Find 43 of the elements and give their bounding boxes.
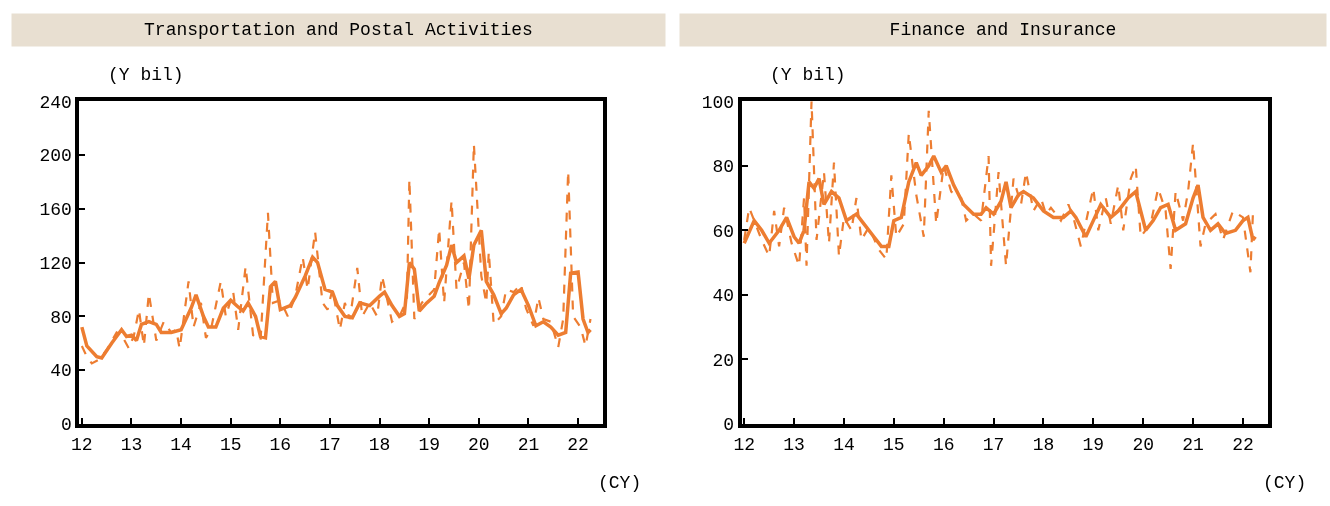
x-tick-label: 19 [1082, 434, 1105, 455]
y-axis-title: (Y bil) [108, 65, 184, 85]
x-tick-label: 22 [1232, 434, 1254, 455]
chart-title: Finance and Insurance [889, 20, 1117, 40]
y-axis-title: (Y bil) [770, 65, 846, 85]
y-tick-label: 20 [712, 350, 735, 371]
x-tick-label: 15 [219, 434, 242, 455]
x-tick-label: 20 [468, 434, 490, 455]
y-tick-label: 80 [712, 157, 735, 178]
x-tick-label: 22 [567, 434, 589, 455]
y-tick-label: 60 [712, 221, 735, 242]
x-tick-label: 20 [1132, 434, 1154, 455]
chart-title: Transportation and Postal Activities [144, 20, 533, 40]
x-tick-label: 14 [170, 434, 192, 455]
x-tick-label: 18 [368, 434, 391, 455]
y-tick-label: 120 [39, 253, 72, 274]
y-tick-label: 100 [701, 92, 735, 113]
x-tick-label: 12 [71, 434, 93, 455]
y-tick-label: 0 [60, 415, 72, 436]
x-tick-label: 21 [517, 434, 540, 455]
x-tick-label: 18 [1032, 434, 1055, 455]
y-tick-label: 0 [723, 415, 735, 436]
y-tick-label: 240 [39, 92, 72, 113]
line-series [80, 143, 592, 365]
line-series [743, 101, 1254, 274]
x-tick-label: 14 [833, 434, 855, 455]
y-tick-label: 160 [39, 200, 72, 221]
y-tick-label: 40 [712, 286, 735, 307]
x-tick-label: 13 [120, 434, 143, 455]
x-tick-label: 17 [319, 434, 341, 455]
x-tick-label: 19 [418, 434, 441, 455]
x-tick-label: 17 [982, 434, 1005, 455]
y-tick-label: 80 [50, 307, 72, 328]
x-axis-title: (CY) [598, 473, 642, 493]
x-tick-label: 16 [269, 434, 292, 455]
y-tick-label: 200 [39, 146, 72, 167]
y-tick-label: 40 [50, 361, 72, 382]
x-tick-label: 12 [733, 434, 755, 455]
x-tick-label: 21 [1182, 434, 1204, 455]
x-tick-label: 13 [783, 434, 805, 455]
x-tick-label: 15 [883, 434, 905, 455]
x-tick-label: 16 [932, 434, 955, 455]
x-axis-title: (CY) [1263, 473, 1307, 493]
